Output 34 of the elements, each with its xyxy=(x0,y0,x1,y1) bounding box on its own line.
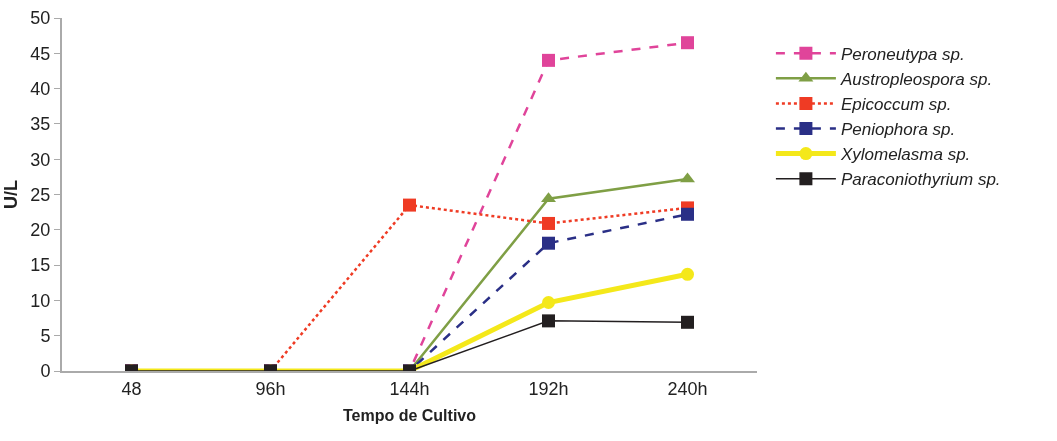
y-tick-label: 50 xyxy=(30,8,51,29)
x-tick-label: 48 xyxy=(121,378,142,399)
y-tick-label: 0 xyxy=(40,361,51,382)
y-axis-title: U/L xyxy=(1,180,22,209)
x-tick-label: 192h xyxy=(528,378,569,399)
y-tick-label: 15 xyxy=(30,255,51,276)
legend-label: Peniophora sp. xyxy=(840,120,956,140)
y-tick-label: 5 xyxy=(40,326,51,346)
point xyxy=(542,296,555,310)
y-tick-label: 40 xyxy=(30,78,51,99)
point xyxy=(681,267,694,281)
legend-label: Xylomelasma sp. xyxy=(839,145,971,165)
point xyxy=(542,53,555,67)
point xyxy=(681,315,694,329)
legend-label: Epicoccum sp. xyxy=(840,95,952,115)
x-tick-label: 96h xyxy=(255,378,286,399)
point xyxy=(681,207,694,221)
point xyxy=(403,198,416,212)
y-tick-label: 25 xyxy=(30,184,51,205)
legend-label: Paraconiothyrium sp. xyxy=(840,170,1001,190)
x-axis-title: Tempo de Cultivo xyxy=(342,406,477,424)
point xyxy=(542,314,555,328)
x-tick-label: 240h xyxy=(667,378,708,399)
point xyxy=(542,216,555,230)
y-tick-label: 30 xyxy=(30,149,51,170)
y-tick-label: 20 xyxy=(30,220,51,241)
legend-label: Austropleospora sp. xyxy=(839,69,993,89)
legend-label: Peroneutypa sp. xyxy=(840,44,965,64)
x-tick-label: 144h xyxy=(389,378,430,399)
point xyxy=(542,236,555,250)
point xyxy=(681,36,694,50)
y-tick-label: 45 xyxy=(30,43,51,64)
y-tick-label: 35 xyxy=(30,114,51,135)
y-tick-label: 10 xyxy=(30,290,51,311)
